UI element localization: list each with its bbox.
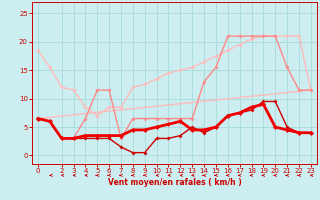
X-axis label: Vent moyen/en rafales ( km/h ): Vent moyen/en rafales ( km/h )	[108, 178, 241, 187]
